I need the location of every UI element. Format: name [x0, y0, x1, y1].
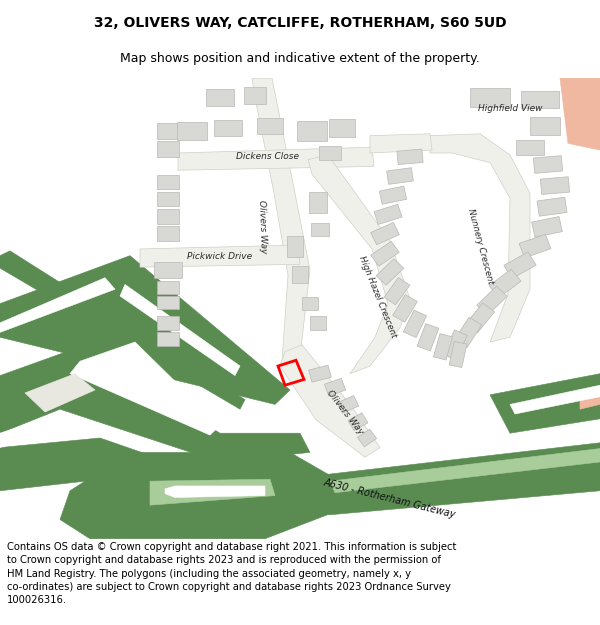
- Polygon shape: [157, 209, 179, 224]
- Polygon shape: [206, 89, 234, 106]
- Polygon shape: [403, 310, 427, 338]
- Polygon shape: [530, 457, 600, 491]
- Polygon shape: [0, 256, 290, 404]
- Polygon shape: [311, 223, 329, 236]
- Polygon shape: [580, 390, 600, 409]
- Polygon shape: [178, 148, 374, 170]
- Text: Contains OS data © Crown copyright and database right 2021. This information is : Contains OS data © Crown copyright and d…: [7, 542, 457, 605]
- Polygon shape: [560, 78, 600, 150]
- Polygon shape: [433, 334, 452, 360]
- Polygon shape: [157, 296, 179, 309]
- Text: Dickens Close: Dickens Close: [235, 152, 299, 161]
- Polygon shape: [157, 174, 179, 189]
- Polygon shape: [297, 121, 327, 141]
- Text: Highfield View: Highfield View: [478, 104, 542, 113]
- Polygon shape: [348, 413, 368, 431]
- Polygon shape: [60, 452, 340, 539]
- Polygon shape: [533, 156, 563, 173]
- Polygon shape: [0, 347, 310, 462]
- Polygon shape: [244, 87, 266, 104]
- Polygon shape: [280, 345, 380, 457]
- Text: A630 - Rotherham Gateway: A630 - Rotherham Gateway: [323, 477, 457, 520]
- Text: Map shows position and indicative extent of the property.: Map shows position and indicative extent…: [120, 52, 480, 65]
- Polygon shape: [325, 378, 346, 396]
- Polygon shape: [490, 374, 600, 433]
- Polygon shape: [70, 342, 220, 435]
- Polygon shape: [308, 365, 331, 382]
- Polygon shape: [510, 385, 600, 414]
- Polygon shape: [454, 318, 482, 348]
- Polygon shape: [120, 284, 240, 376]
- Polygon shape: [292, 266, 308, 284]
- Polygon shape: [157, 281, 179, 294]
- Polygon shape: [0, 251, 245, 409]
- Polygon shape: [541, 177, 569, 194]
- Polygon shape: [397, 149, 423, 164]
- Polygon shape: [214, 121, 242, 136]
- Polygon shape: [489, 269, 521, 298]
- Text: High Hazel Crescent: High Hazel Crescent: [358, 255, 398, 339]
- Polygon shape: [521, 91, 559, 108]
- Polygon shape: [371, 241, 399, 266]
- Text: Olivers Way: Olivers Way: [325, 388, 365, 436]
- Polygon shape: [310, 442, 600, 515]
- Polygon shape: [309, 192, 327, 213]
- Polygon shape: [302, 297, 318, 311]
- Polygon shape: [177, 122, 207, 139]
- Text: Nunnery Crescent: Nunnery Crescent: [466, 208, 494, 285]
- Polygon shape: [165, 486, 265, 498]
- Polygon shape: [477, 286, 507, 316]
- Polygon shape: [417, 324, 439, 351]
- Polygon shape: [379, 186, 407, 204]
- Polygon shape: [470, 88, 510, 107]
- Polygon shape: [530, 118, 560, 135]
- Polygon shape: [157, 123, 179, 139]
- Text: 32, OLIVERS WAY, CATCLIFFE, ROTHERHAM, S60 5UD: 32, OLIVERS WAY, CATCLIFFE, ROTHERHAM, S…: [94, 16, 506, 31]
- Polygon shape: [157, 316, 179, 329]
- Text: Pickwick Drive: Pickwick Drive: [187, 252, 253, 261]
- Polygon shape: [257, 118, 283, 134]
- Polygon shape: [0, 278, 115, 332]
- Polygon shape: [532, 217, 562, 237]
- Polygon shape: [157, 332, 179, 346]
- Polygon shape: [371, 222, 399, 245]
- Polygon shape: [370, 134, 432, 153]
- Polygon shape: [330, 449, 600, 493]
- Polygon shape: [466, 303, 494, 333]
- Polygon shape: [154, 262, 182, 278]
- Polygon shape: [430, 134, 530, 342]
- Polygon shape: [157, 226, 179, 241]
- Polygon shape: [140, 245, 300, 267]
- Polygon shape: [516, 139, 544, 155]
- Polygon shape: [504, 252, 536, 279]
- Polygon shape: [310, 316, 326, 329]
- Text: Olivers Way: Olivers Way: [257, 200, 268, 254]
- Polygon shape: [25, 374, 95, 412]
- Polygon shape: [157, 192, 179, 206]
- Polygon shape: [308, 155, 410, 374]
- Polygon shape: [449, 341, 467, 367]
- Polygon shape: [374, 204, 402, 224]
- Polygon shape: [376, 259, 404, 285]
- Polygon shape: [287, 236, 303, 257]
- Polygon shape: [384, 278, 410, 305]
- Polygon shape: [150, 479, 275, 505]
- Polygon shape: [443, 330, 467, 360]
- Polygon shape: [319, 146, 341, 160]
- Polygon shape: [519, 234, 551, 258]
- Polygon shape: [0, 414, 70, 447]
- Polygon shape: [329, 119, 355, 137]
- Polygon shape: [337, 396, 359, 413]
- Polygon shape: [0, 438, 280, 519]
- Polygon shape: [157, 141, 179, 157]
- Polygon shape: [386, 168, 413, 184]
- Polygon shape: [392, 295, 418, 322]
- Polygon shape: [537, 198, 567, 216]
- Polygon shape: [252, 78, 310, 361]
- Polygon shape: [358, 429, 377, 447]
